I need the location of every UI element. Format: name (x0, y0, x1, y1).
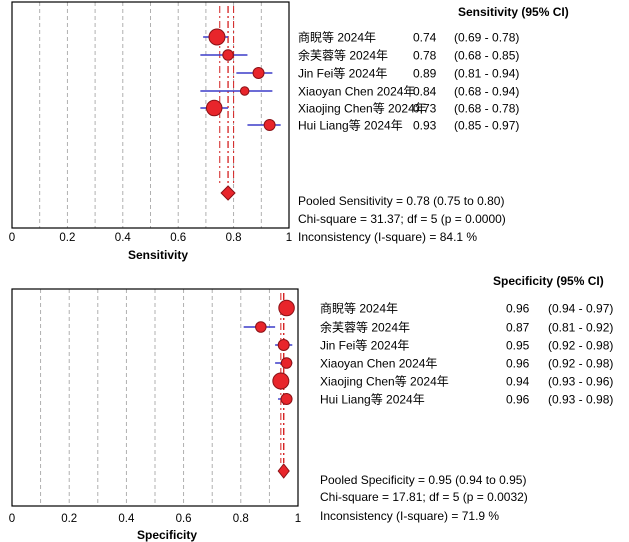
study-ci: (0.68 - 0.85) (454, 49, 519, 63)
summary-statistic: Inconsistency (I-square) = 71.9 % (320, 509, 499, 523)
summary-statistic: Pooled Specificity = 0.95 (0.94 to 0.95) (320, 473, 526, 487)
column-header: Specificity (95% CI) (493, 274, 604, 288)
forest-panel-sensitivity: 商睨等 2024年 0.74 (0.69 - 0.78) 余芙蓉等 2024年 0.78… (9, 1, 569, 262)
study-label: Hui Liang等 2024年 (298, 119, 403, 133)
study-label: Jin Fei等 2024年 (298, 67, 387, 81)
study-row: Hui Liang等 2024年 0.96 (0.93 - 0.98) (277, 393, 613, 407)
study-ci: (0.68 - 0.94) (454, 85, 519, 99)
plot-frame (11, 288, 299, 507)
study-label: Xiaojing Chen等 2024年 (320, 375, 449, 389)
study-label: Xiaoyan Chen 2024年 (298, 85, 415, 99)
x-axis-label: Specificity (137, 528, 197, 542)
x-tick-label: 1 (295, 513, 301, 525)
study-estimate: 0.73 (413, 102, 437, 116)
study-ci: (0.81 - 0.92) (548, 321, 613, 335)
study-ci: (0.92 - 0.98) (548, 339, 613, 353)
x-tick-label: 0.6 (176, 513, 192, 525)
study-row: Xiaoyan Chen 2024年 0.96 (0.92 - 0.98) (275, 357, 613, 371)
study-ci: (0.68 - 0.78) (454, 102, 519, 116)
point-estimate-marker (255, 321, 267, 333)
study-estimate: 0.74 (413, 31, 437, 45)
study-row: 商睨等 2024年 0.74 (0.69 - 0.78) (203, 28, 519, 46)
point-estimate-marker (277, 339, 290, 351)
study-ci: (0.81 - 0.94) (454, 67, 519, 81)
pooled-diamond (277, 463, 290, 479)
study-estimate: 0.94 (506, 375, 530, 389)
x-axis-label: Sensitivity (128, 248, 188, 262)
forest-panel-specificity: 商睨等 2024年 0.96 (0.94 - 0.97) 余芙蓉等 2024年 0.87… (9, 274, 614, 542)
x-tick-label: 0.2 (59, 232, 75, 244)
x-tick-label: 1 (286, 232, 292, 244)
point-estimate-marker (208, 28, 226, 46)
study-estimate: 0.87 (506, 321, 530, 335)
study-ci: (0.85 - 0.97) (454, 119, 519, 133)
study-label: 余芙蓉等 2024年 (320, 320, 410, 335)
column-header: Sensitivity (95% CI) (458, 5, 569, 19)
plot-frame (11, 1, 290, 229)
x-tick-label: 0 (9, 232, 15, 244)
point-estimate-marker (239, 86, 250, 96)
point-estimate-marker (280, 393, 293, 405)
pooled-diamond (220, 185, 236, 201)
study-ci: (0.93 - 0.96) (548, 375, 613, 389)
study-estimate: 0.78 (413, 49, 437, 63)
study-ci: (0.94 - 0.97) (548, 302, 613, 316)
x-tick-label: 0.4 (115, 232, 132, 244)
study-label: Xiaojing Chen等 2024年 (298, 102, 427, 116)
point-estimate-marker (280, 357, 293, 369)
study-label: Jin Fei等 2024年 (320, 339, 409, 353)
x-tick-label: 0.8 (226, 232, 242, 244)
study-label: Hui Liang等 2024年 (320, 393, 425, 407)
study-row: 余芙蓉等 2024年 0.87 (0.81 - 0.92) (243, 320, 613, 335)
study-label: 商睨等 2024年 (298, 30, 376, 45)
study-ci: (0.69 - 0.78) (454, 31, 519, 45)
point-estimate-marker (205, 99, 223, 117)
study-row: 余芙蓉等 2024年 0.78 (0.68 - 0.85) (200, 48, 519, 63)
summary-statistic: Pooled Sensitivity = 0.78 (0.75 to 0.80) (298, 194, 504, 208)
study-estimate: 0.96 (506, 357, 530, 371)
x-tick-label: 0.8 (233, 513, 249, 525)
point-estimate-marker (272, 372, 290, 390)
study-estimate: 0.95 (506, 339, 530, 353)
x-tick-label: 0.6 (170, 232, 186, 244)
study-label: 商睨等 2024年 (320, 301, 398, 316)
study-row: Jin Fei等 2024年 0.95 (0.92 - 0.98) (275, 339, 613, 353)
summary-statistic: Inconsistency (I-square) = 84.1 % (298, 230, 477, 244)
study-estimate: 0.84 (413, 85, 437, 99)
x-tick-label: 0.4 (118, 513, 135, 525)
x-tick-label: 0 (9, 513, 15, 525)
study-row: 商睨等 2024年 0.96 (0.94 - 0.97) (278, 299, 613, 317)
summary-statistic: Chi-square = 31.37; df = 5 (p = 0.0000) (298, 212, 506, 226)
study-ci: (0.93 - 0.98) (548, 393, 613, 407)
point-estimate-marker (263, 119, 276, 131)
study-row: Xiaojing Chen等 2024年 0.94 (0.93 - 0.96) (272, 372, 613, 390)
x-tick-label: 0.2 (61, 513, 77, 525)
study-estimate: 0.93 (413, 119, 437, 133)
study-estimate: 0.89 (413, 67, 437, 81)
summary-statistic: Chi-square = 17.81; df = 5 (p = 0.0032) (320, 490, 528, 504)
study-row: Jin Fei等 2024年 0.89 (0.81 - 0.94) (236, 67, 519, 81)
study-estimate: 0.96 (506, 393, 530, 407)
study-label: Xiaoyan Chen 2024年 (320, 357, 437, 371)
point-estimate-marker (278, 299, 295, 317)
study-row: Hui Liang等 2024年 0.93 (0.85 - 0.97) (247, 119, 519, 133)
study-estimate: 0.96 (506, 302, 530, 316)
point-estimate-marker (222, 49, 234, 61)
point-estimate-marker (252, 67, 265, 79)
study-ci: (0.92 - 0.98) (548, 357, 613, 371)
study-label: 余芙蓉等 2024年 (298, 48, 388, 63)
